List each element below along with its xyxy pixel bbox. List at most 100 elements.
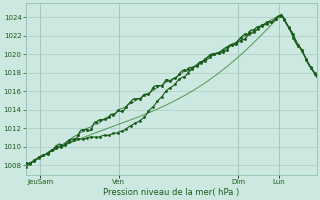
Point <box>273 17 278 20</box>
Point <box>282 18 287 21</box>
Point <box>41 154 46 157</box>
Point <box>242 33 247 36</box>
Point <box>62 143 68 146</box>
Point <box>146 93 151 96</box>
Point <box>164 89 169 93</box>
Point <box>291 33 296 36</box>
Point <box>238 36 243 39</box>
Point <box>80 137 85 141</box>
Point <box>28 162 33 166</box>
Point <box>225 48 230 51</box>
Point <box>308 65 313 69</box>
Point <box>124 105 129 108</box>
Point <box>247 31 252 34</box>
Point <box>225 45 230 49</box>
Point <box>84 128 90 131</box>
Point <box>203 59 208 62</box>
Point <box>308 66 313 69</box>
Point <box>260 23 265 26</box>
Point <box>84 136 90 139</box>
Point <box>269 20 274 23</box>
Point <box>181 75 186 79</box>
Point <box>120 129 125 133</box>
Point <box>212 53 217 56</box>
Point <box>146 110 151 113</box>
Point <box>177 78 182 81</box>
Point <box>45 152 50 155</box>
Point <box>168 86 173 89</box>
Point <box>58 143 63 146</box>
Point <box>93 136 98 139</box>
Point <box>299 49 304 53</box>
Point <box>102 134 107 137</box>
Point <box>133 97 138 101</box>
Point <box>28 161 33 165</box>
Point <box>71 139 76 142</box>
Point <box>216 51 221 54</box>
Point <box>67 141 72 144</box>
Point <box>32 158 37 161</box>
Point <box>185 67 190 70</box>
Point <box>198 60 204 63</box>
Point <box>137 97 142 100</box>
Point <box>273 17 278 20</box>
Point <box>277 14 283 17</box>
Point <box>133 121 138 125</box>
Point <box>164 78 169 81</box>
Point <box>313 71 318 75</box>
Point <box>304 58 309 61</box>
Point <box>172 76 177 80</box>
Point <box>89 127 94 131</box>
X-axis label: Pression niveau de la mer( hPa ): Pression niveau de la mer( hPa ) <box>103 188 239 197</box>
Point <box>229 43 234 46</box>
Point <box>150 106 156 109</box>
Point <box>295 44 300 47</box>
Point <box>36 157 41 160</box>
Point <box>159 84 164 87</box>
Point <box>128 124 133 127</box>
Point <box>49 149 54 152</box>
Point <box>251 31 256 34</box>
Point <box>124 127 129 130</box>
Point <box>313 72 318 75</box>
Point <box>295 43 300 46</box>
Point <box>194 64 199 67</box>
Point <box>23 165 28 168</box>
Point <box>168 79 173 83</box>
Point <box>54 146 59 149</box>
Point <box>220 49 226 52</box>
Point <box>181 69 186 72</box>
Point <box>242 37 247 40</box>
Point <box>67 138 72 142</box>
Point <box>76 137 81 140</box>
Point <box>80 128 85 131</box>
Point <box>93 120 98 123</box>
Point <box>190 67 195 71</box>
Point <box>177 73 182 76</box>
Point <box>54 144 59 148</box>
Point <box>106 115 111 118</box>
Point <box>115 131 120 134</box>
Point <box>234 41 239 44</box>
Point <box>207 54 212 57</box>
Point <box>62 143 68 146</box>
Point <box>98 118 103 121</box>
Point <box>255 25 260 28</box>
Point <box>141 93 147 96</box>
Point <box>203 57 208 60</box>
Point <box>190 66 195 69</box>
Point <box>198 61 204 64</box>
Point <box>304 58 309 61</box>
Point <box>255 27 260 30</box>
Point <box>194 63 199 67</box>
Point <box>41 153 46 157</box>
Point <box>264 22 269 25</box>
Point <box>128 100 133 103</box>
Point <box>115 109 120 112</box>
Point <box>234 42 239 46</box>
Point <box>212 52 217 55</box>
Point <box>159 95 164 99</box>
Point <box>286 26 291 29</box>
Point <box>32 160 37 163</box>
Point <box>141 116 147 119</box>
